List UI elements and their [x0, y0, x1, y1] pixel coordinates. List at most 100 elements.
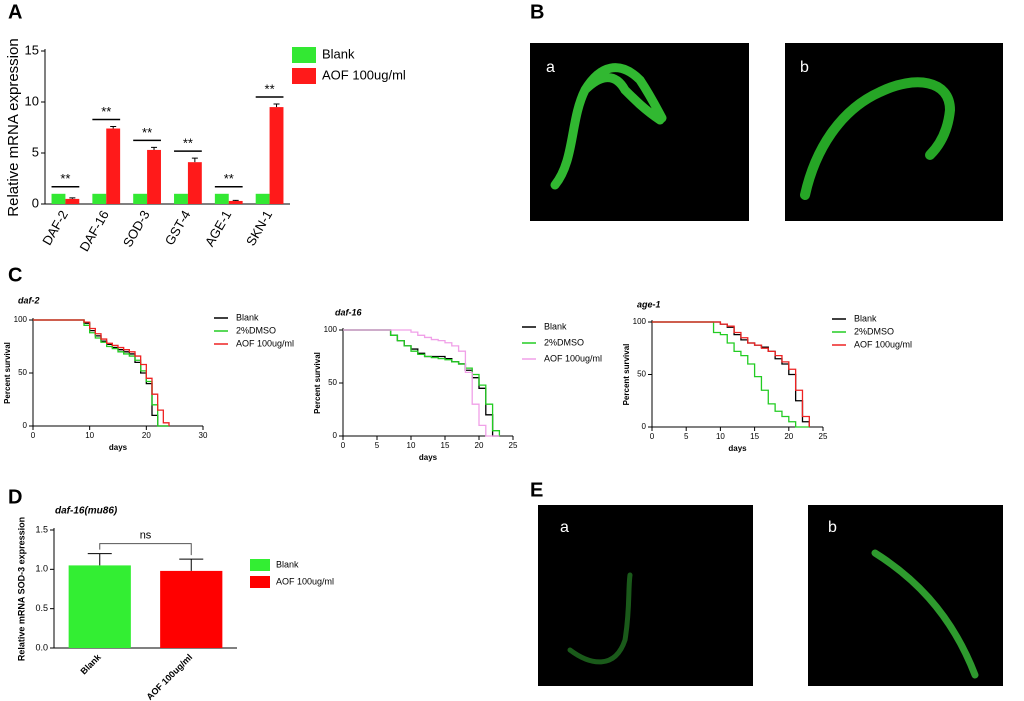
y-axis-label: Relative mRNA expression: [5, 38, 22, 216]
chart-title: daf-16: [335, 307, 363, 317]
survival-line: [343, 329, 501, 436]
bar: [187, 162, 202, 204]
x-tick-label: 0: [31, 431, 36, 440]
image-label: b: [828, 519, 837, 536]
x-tick-label: 20: [475, 441, 484, 450]
error-bar: [69, 197, 76, 199]
x-tick-label: 20: [142, 431, 151, 440]
x-axis-label: days: [728, 444, 747, 453]
bar: [51, 193, 66, 204]
y-tick-label: 5: [32, 144, 39, 159]
significance-label: **: [224, 171, 234, 186]
x-tick-label: 10: [407, 441, 416, 450]
legend-label: AOF 100ug/ml: [544, 353, 602, 363]
image-label: a: [546, 59, 555, 76]
bar: [65, 198, 80, 204]
significance-label: **: [60, 171, 70, 186]
y-axis-label: Percent survival: [313, 352, 322, 414]
significance-label: **: [142, 125, 152, 140]
x-tick-label: Blank: [78, 651, 103, 676]
legend-label: 2%DMSO: [236, 325, 276, 335]
y-tick-label: 0: [642, 422, 647, 431]
x-axis-label: days: [109, 443, 128, 452]
panel-label: A: [8, 1, 22, 23]
error-bar: [191, 157, 198, 163]
y-tick-label: 0: [32, 195, 39, 210]
error-bar: [110, 125, 117, 129]
x-tick-label: AGE-1: [202, 208, 234, 249]
bar: [255, 193, 270, 204]
x-tick-label: AOF 100ug/ml: [144, 652, 194, 701]
x-tick-label: SKN-1: [243, 208, 275, 249]
panel-label: D: [8, 486, 22, 508]
y-tick-label: 1.0: [35, 564, 48, 574]
legend-label: AOF 100ug/ml: [854, 339, 912, 349]
chart-title: daf-16(mu86): [55, 506, 118, 517]
survival-line: [33, 319, 169, 427]
legend-swatch: [292, 68, 316, 84]
x-tick-label: DAF-2: [39, 208, 71, 248]
survival-line: [343, 329, 500, 437]
bar: [106, 128, 121, 204]
annotation-bracket: [99, 543, 192, 556]
x-tick-label: GST-4: [162, 208, 194, 248]
legend-label: 2%DMSO: [544, 337, 584, 347]
y-tick-label: 100: [633, 317, 647, 326]
survival-line: [652, 321, 810, 428]
bar: [147, 149, 161, 204]
y-tick-label: 50: [328, 378, 337, 387]
legend-label: 2%DMSO: [854, 326, 894, 336]
micrograph: b: [785, 43, 1003, 221]
survival-line: [33, 319, 169, 427]
error-bar: [151, 146, 158, 150]
y-axis-label: Percent survival: [622, 344, 631, 406]
x-tick-label: 25: [509, 441, 518, 450]
x-tick-label: 0: [650, 432, 655, 441]
bar: [92, 193, 107, 204]
error-bar: [179, 558, 204, 571]
y-tick-label: 1.5: [35, 524, 48, 534]
significance-label: **: [183, 136, 193, 151]
x-tick-label: DAF-16: [76, 208, 111, 254]
y-tick-label: 15: [25, 42, 39, 57]
error-bar: [232, 199, 239, 201]
legend-label: Blank: [276, 559, 299, 569]
panel-label: B: [530, 1, 544, 23]
image-label: b: [800, 59, 809, 76]
survival-line: [343, 329, 500, 437]
annotation: ns: [140, 530, 152, 542]
x-tick-label: 15: [750, 432, 759, 441]
y-tick-label: 0: [23, 421, 28, 430]
legend-swatch: [292, 47, 316, 63]
significance-label: **: [101, 104, 111, 119]
x-tick-label: 5: [375, 441, 380, 450]
legend-label: Blank: [854, 313, 877, 323]
legend-label: Blank: [322, 46, 355, 61]
error-bar: [87, 553, 112, 566]
bar: [174, 193, 188, 204]
survival-line: [652, 321, 810, 427]
bar: [228, 200, 243, 204]
x-tick-label: 10: [85, 431, 94, 440]
legend-label: AOF 100ug/ml: [276, 576, 334, 586]
x-axis-label: days: [419, 453, 438, 462]
error-bar: [273, 103, 280, 108]
x-tick-label: 30: [199, 431, 208, 440]
y-tick-label: 0.5: [35, 603, 48, 613]
bar: [68, 565, 131, 648]
x-tick-label: 20: [784, 432, 793, 441]
panel-label: C: [8, 264, 22, 286]
micrograph: a: [538, 505, 753, 686]
legend-swatch: [250, 559, 270, 571]
x-tick-label: SOD-3: [120, 208, 153, 250]
bar: [160, 570, 223, 648]
y-tick-label: 0.0: [35, 642, 48, 652]
x-tick-label: 25: [819, 432, 828, 441]
micrograph: a: [530, 43, 749, 221]
bar: [214, 193, 229, 204]
y-axis-label: Percent survival: [3, 342, 12, 404]
y-tick-label: 100: [14, 315, 28, 324]
y-tick-label: 10: [25, 93, 39, 108]
y-axis-label: Relative mRNA SOD-3 expression: [16, 517, 26, 661]
